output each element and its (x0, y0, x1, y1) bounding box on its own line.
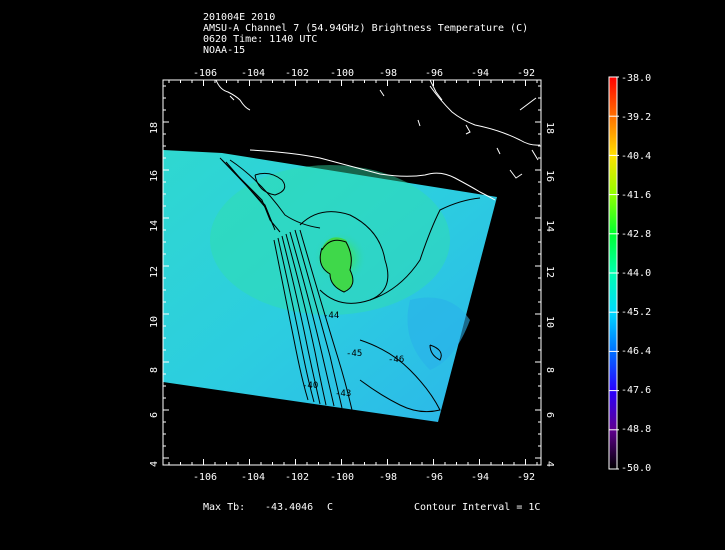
colorbar-label: -45.2 (621, 307, 651, 318)
lat-tick-label: 6 (149, 412, 160, 418)
colorbar-label: -48.8 (621, 424, 651, 435)
colorbar-label: -42.8 (621, 229, 651, 240)
plot-header: 201004E 2010 AMSU-A Channel 7 (54.94GHz) … (203, 12, 528, 56)
contour-label: -43 (335, 389, 351, 399)
max-tb-value: -43.4046 (265, 502, 314, 513)
satellite-title: NOAA-15 (203, 45, 246, 56)
colorbar-label: -50.0 (621, 463, 651, 474)
lon-tick-label: -96 (425, 472, 443, 483)
lat-tick-label: 4 (544, 461, 555, 467)
lon-tick-label: -98 (379, 68, 397, 79)
lat-tick-label: 14 (544, 220, 555, 232)
data-layer: -44 -45 -46 -40 -43 (163, 80, 541, 422)
lat-tick-label: 18 (149, 122, 160, 134)
colorbar-label: -39.2 (621, 112, 651, 123)
lon-tick-label: -92 (517, 68, 535, 79)
lon-tick-label: -106 (193, 472, 217, 483)
colorbar-label: -40.4 (621, 151, 651, 162)
lon-tick-label: -102 (285, 472, 309, 483)
lat-tick-label: 8 (544, 367, 555, 373)
lon-tick-label: -102 (285, 68, 309, 79)
lat-tick-label: 10 (544, 316, 555, 328)
satellite-swath (163, 150, 497, 422)
lat-tick-label: 8 (149, 367, 160, 373)
lat-tick-label: 4 (149, 461, 160, 467)
lon-labels-bottom: -106 -104 -102 -100 -98 -96 -94 -92 (193, 472, 535, 483)
colorbar-label: -41.6 (621, 190, 651, 201)
max-tb-unit: C (327, 502, 334, 513)
colorbar-ticks (609, 76, 619, 470)
contour-label: -44 (323, 311, 339, 321)
lon-tick-label: -94 (471, 68, 489, 79)
lon-tick-label: -104 (241, 68, 265, 79)
contour-interval: Contour Interval = 1C (414, 502, 541, 513)
lat-tick-label: 14 (149, 220, 160, 232)
lat-tick-label: 10 (149, 316, 160, 328)
lon-tick-label: -92 (517, 472, 535, 483)
lon-tick-label: -104 (241, 472, 265, 483)
colorbar-labels: -38.0 -39.2 -40.4 -41.6 -42.8 -44.0 -45.… (621, 73, 651, 474)
contour-label: -46 (388, 355, 404, 365)
colorbar-label: -44.0 (621, 268, 651, 279)
lat-tick-label: 12 (544, 266, 555, 278)
axis-ticks (163, 80, 541, 465)
lon-tick-label: -94 (471, 472, 489, 483)
lon-tick-label: -100 (330, 68, 354, 79)
map-frame (162, 79, 542, 466)
lon-tick-label: -100 (330, 472, 354, 483)
colorbar-label: -46.4 (621, 346, 651, 357)
lat-tick-label: 16 (149, 170, 160, 182)
storm-title: 201004E 2010 (203, 12, 276, 23)
warm-core-blob (320, 237, 353, 292)
max-tb-label: Max Tb: (203, 502, 246, 513)
lat-tick-label: 18 (544, 122, 555, 134)
contour-label: -45 (346, 349, 362, 359)
lat-labels-left: 4 6 8 10 12 14 16 18 (149, 122, 160, 467)
cool-patch (407, 297, 470, 370)
colorbar-label: -38.0 (621, 73, 651, 84)
product-title: AMSU-A Channel 7 (54.94GHz) Brightness T… (203, 23, 529, 34)
lat-tick-label: 6 (544, 412, 555, 418)
coastline (215, 80, 541, 201)
lat-labels-right: 4 6 8 10 12 14 16 18 (544, 122, 555, 467)
lon-tick-label: -106 (193, 68, 217, 79)
lon-labels-top: -106 -104 -102 -100 -98 -96 -94 -92 (193, 68, 535, 79)
lon-tick-label: -96 (425, 68, 443, 79)
time-title: 0620 Time: 1140 UTC (203, 34, 318, 45)
lat-tick-label: 12 (149, 266, 160, 278)
contour-lines (219, 157, 481, 413)
lat-tick-label: 16 (544, 170, 555, 182)
contour-label: -40 (302, 381, 318, 391)
colorbar-label: -47.6 (621, 385, 651, 396)
contour-label-group: -44 -45 -46 -40 -43 (302, 311, 404, 399)
lon-tick-label: -98 (379, 472, 397, 483)
